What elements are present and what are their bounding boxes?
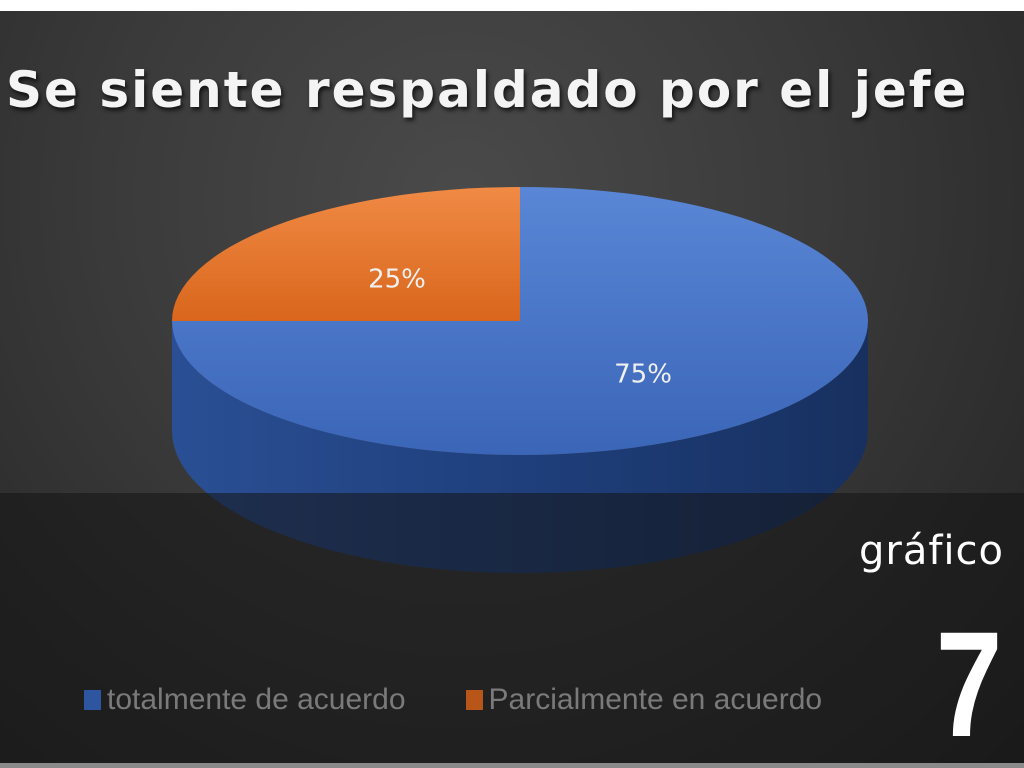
data-label: 25%: [368, 265, 426, 295]
legend-label: totalmente de acuerdo: [107, 683, 406, 716]
legend: totalmente de acuerdo Parcialmente en ac…: [84, 683, 882, 717]
bottom-border: [0, 763, 1024, 768]
slide-caption: gráfico: [858, 528, 1004, 574]
slide: Se siente respaldado por el jefe 75% 25% …: [0, 11, 1024, 763]
data-label: 75%: [614, 359, 672, 389]
legend-swatch-blue: [84, 690, 101, 710]
caption-overlay: [0, 493, 1024, 763]
legend-item: Parcialmente en acuerdo: [465, 683, 823, 717]
pie-slice: [172, 187, 520, 321]
chart-title: Se siente respaldado por el jefe: [6, 61, 969, 119]
legend-label: Parcialmente en acuerdo: [488, 683, 823, 716]
legend-item: totalmente de acuerdo: [84, 683, 406, 717]
legend-swatch-orange: [465, 690, 483, 710]
slide-number: 7: [935, 600, 1002, 763]
